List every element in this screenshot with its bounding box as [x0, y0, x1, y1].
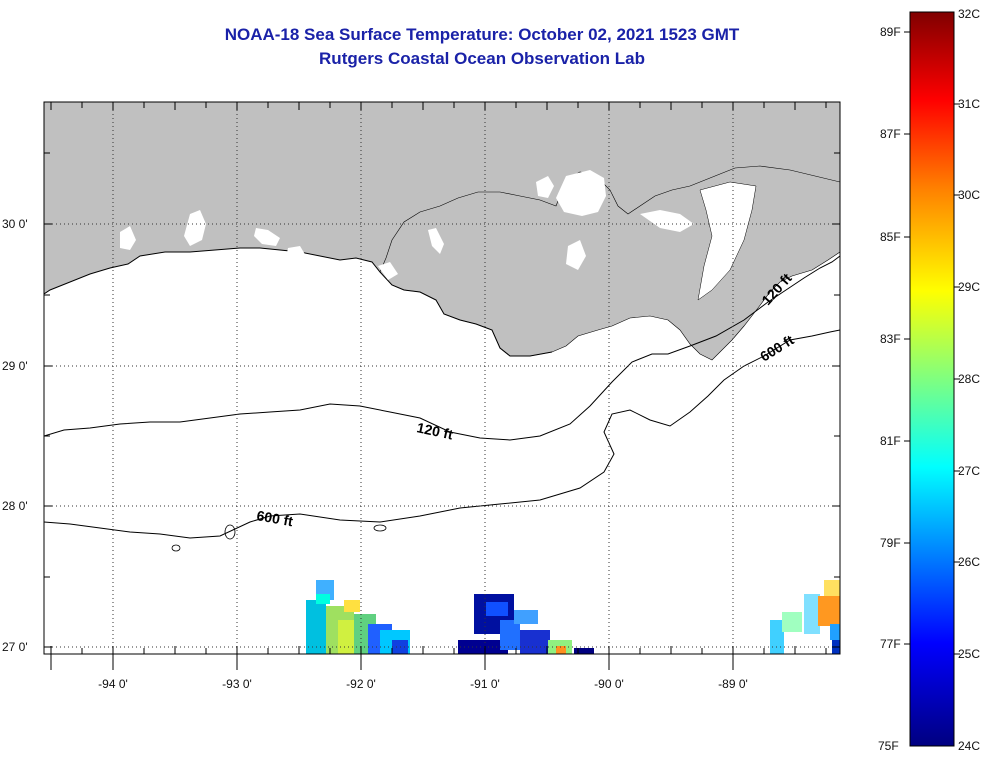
map-frame — [43, 101, 841, 655]
lake — [286, 246, 306, 262]
lat-label: 28 0' — [2, 499, 28, 513]
contour-600ft — [44, 329, 840, 539]
lon-label: -90 0' — [594, 677, 624, 691]
colorbar-c-label: 27C — [958, 464, 980, 478]
bay — [697, 181, 757, 301]
contour-label-600-east: 600 ft — [757, 331, 797, 364]
colorbar-c-label: 30C — [958, 188, 980, 202]
lat-label: 29 0' — [2, 359, 28, 373]
colorbar-f-label: 85F — [880, 230, 901, 244]
land-mass — [44, 102, 840, 294]
contour-120ft — [44, 255, 840, 441]
colorbar-f-label: 81F — [880, 434, 901, 448]
map-subtitle: Rutgers Coastal Ocean Observation Lab — [319, 49, 645, 68]
sst-patch-west — [306, 580, 410, 654]
colorbar-c-label: 26C — [958, 555, 980, 569]
colorbar-f-label: 83F — [880, 332, 901, 346]
island-contour — [373, 524, 387, 532]
sst-patch-east — [770, 580, 840, 654]
colorbar-ticks — [904, 31, 960, 655]
lake — [536, 176, 554, 198]
lon-label: -89 0' — [718, 677, 748, 691]
colorbar-c-label: 31C — [958, 97, 980, 111]
lake — [378, 262, 398, 280]
contour-label-600-west: 600 ft — [255, 507, 294, 529]
colorbar-c-label: 29C — [958, 280, 980, 294]
colorbar-c-label: 32C — [958, 7, 980, 21]
lon-label: -94 0' — [98, 677, 128, 691]
lake — [566, 240, 586, 270]
colorbar-c-label: 25C — [958, 647, 980, 661]
lon-label: -91 0' — [470, 677, 500, 691]
lake — [428, 228, 444, 254]
lon-label: -92 0' — [346, 677, 376, 691]
frame-ticks — [44, 102, 840, 670]
colorbar-f-label: 75F — [878, 739, 899, 753]
colorbar-f-label: 79F — [880, 536, 901, 550]
contour-label-120-west: 120 ft — [415, 419, 454, 442]
lake — [640, 210, 694, 232]
lake — [556, 170, 606, 216]
lake — [184, 210, 206, 246]
graticule — [44, 102, 840, 654]
colorbar — [909, 11, 955, 747]
colorbar-f-label: 77F — [880, 637, 901, 651]
colorbar-c-label: 24C — [958, 739, 980, 753]
lake — [120, 226, 136, 250]
colorbar-f-label: 89F — [880, 25, 901, 39]
coastline — [44, 247, 553, 357]
island-contour — [224, 524, 236, 540]
colorbar-c-label: 28C — [958, 372, 980, 386]
lake — [254, 228, 280, 246]
map-title: NOAA-18 Sea Surface Temperature: October… — [224, 25, 740, 44]
colorbar-f-label: 87F — [880, 127, 901, 141]
lat-label: 30 0' — [2, 217, 28, 231]
lat-label: 27 0' — [2, 640, 28, 654]
lon-label: -93 0' — [222, 677, 252, 691]
sst-patch-central — [458, 594, 594, 654]
island-contour — [171, 544, 181, 552]
